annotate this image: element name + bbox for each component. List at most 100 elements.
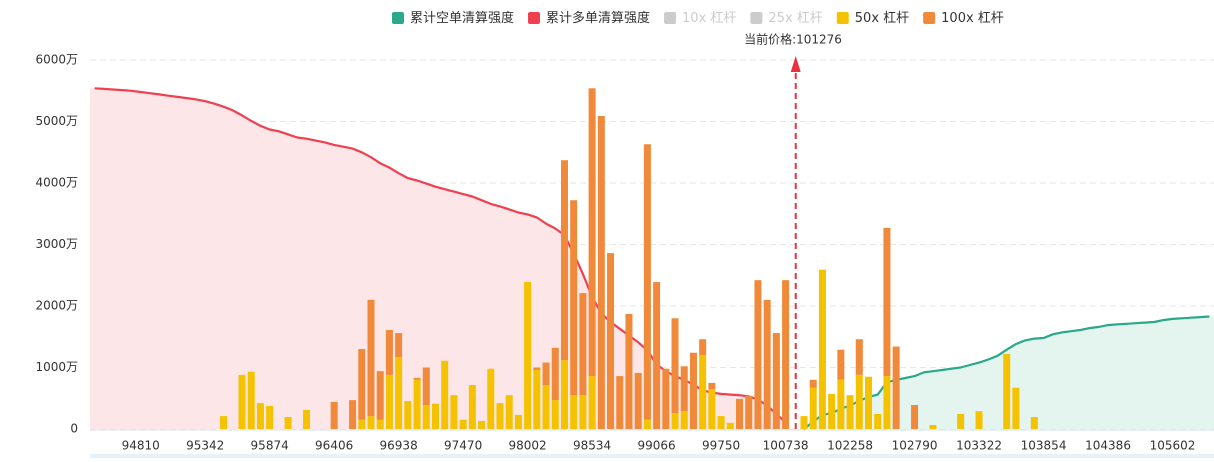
bar [763, 299, 771, 429]
bar [413, 377, 421, 380]
bar [809, 387, 817, 429]
bar [468, 385, 476, 429]
y-tick-label: 1000万 [35, 360, 78, 374]
x-tick-label: 100738 [763, 439, 809, 453]
legend-swatch [392, 12, 404, 24]
x-tick-label: 98534 [573, 439, 611, 453]
bar [883, 227, 891, 377]
x-tick-label: 102258 [827, 439, 873, 453]
bar [708, 382, 716, 390]
bar [772, 333, 780, 429]
bar [413, 379, 421, 429]
legend-swatch [750, 12, 763, 24]
bar [662, 368, 670, 429]
bar [478, 421, 486, 429]
x-tick-label: 102790 [892, 439, 938, 453]
bar [717, 416, 725, 429]
y-tick-label: 5000万 [35, 114, 78, 128]
bar [330, 401, 338, 429]
legend-label: 100x 杠杆 [941, 10, 1004, 26]
legend-swatch [528, 12, 541, 24]
bar [395, 357, 403, 429]
bar [745, 395, 753, 429]
legend-label: 累计多单清算强度 [546, 10, 650, 26]
legend-label: 50x 杠杆 [855, 10, 909, 26]
bar [404, 401, 412, 429]
bar [846, 395, 854, 429]
bar [671, 413, 679, 429]
bar [616, 376, 624, 429]
bar [487, 368, 495, 429]
bar [892, 346, 900, 429]
bar [625, 313, 633, 429]
y-tick-label: 3000万 [35, 237, 78, 251]
bar [570, 200, 578, 396]
bar [680, 366, 688, 412]
bar [800, 416, 808, 429]
bar [634, 373, 642, 429]
bar [395, 333, 403, 358]
bar [358, 349, 366, 420]
x-tick-label: 98002 [509, 439, 547, 453]
x-tick-label: 95874 [251, 439, 289, 453]
bar [689, 352, 697, 429]
bar [837, 379, 845, 429]
bar [809, 379, 817, 388]
bar [533, 369, 541, 429]
bar [1003, 353, 1011, 429]
bar [367, 416, 375, 429]
bar [450, 395, 458, 429]
x-tick-label: 103322 [956, 439, 1002, 453]
legend-label: 10x 杠杆 [682, 10, 736, 26]
bar [1012, 387, 1020, 429]
legend-label: 累计空单清算强度 [410, 10, 514, 26]
bar [533, 367, 541, 370]
legend-label: 25x 杠杆 [768, 10, 822, 26]
bar [929, 425, 937, 429]
bar [957, 413, 965, 429]
bar [736, 398, 744, 429]
bar [542, 385, 550, 429]
bar [643, 419, 651, 429]
bar [588, 88, 596, 377]
bar [349, 400, 357, 429]
current-price-arrow [790, 56, 801, 72]
bar [570, 395, 578, 429]
bar [367, 299, 375, 417]
bar [256, 403, 264, 429]
bar [607, 253, 615, 429]
x-axis-band [90, 454, 1214, 458]
bar [560, 360, 568, 429]
x-tick-label: 105602 [1150, 439, 1196, 453]
bar [975, 411, 983, 429]
bar [579, 293, 587, 396]
legend-swatch [836, 12, 849, 24]
current-price-label: 当前价格:101276 [744, 32, 842, 47]
bar [782, 280, 790, 429]
bar [247, 371, 255, 429]
x-tick-label: 96938 [380, 439, 418, 453]
x-tick-label: 97470 [444, 439, 482, 453]
x-tick-label: 104386 [1085, 439, 1131, 453]
bar [560, 160, 568, 361]
bar [505, 395, 513, 429]
bar [376, 419, 384, 429]
bar [358, 419, 366, 429]
bar [699, 355, 707, 429]
bar [874, 413, 882, 429]
legend-swatch [923, 12, 936, 24]
bar [653, 282, 661, 429]
y-tick-label: 0 [70, 422, 78, 436]
bar [422, 405, 430, 429]
bar [385, 329, 393, 375]
bar [837, 349, 845, 380]
x-tick-label: 95342 [186, 439, 224, 453]
y-tick-label: 2000万 [35, 299, 78, 313]
bar [911, 405, 919, 429]
bar [588, 376, 596, 429]
bar [422, 367, 430, 406]
x-tick-label: 99066 [638, 439, 676, 453]
bar [514, 414, 522, 429]
bar [524, 282, 532, 429]
